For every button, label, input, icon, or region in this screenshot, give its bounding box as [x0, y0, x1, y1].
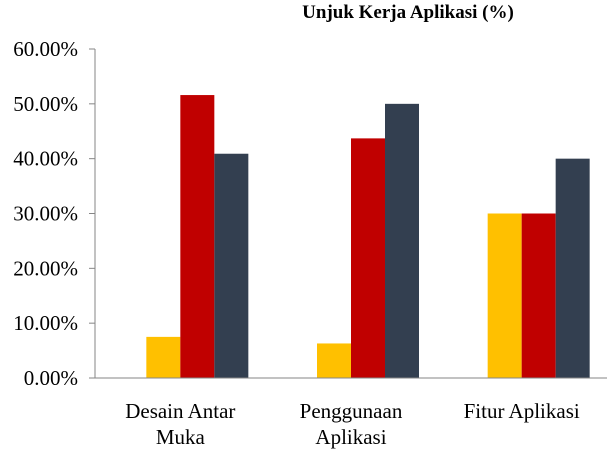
bar-series-2	[146, 336, 181, 378]
chart-title: Unjuk Kerja Aplikasi (%)	[302, 2, 514, 23]
y-tick-label: 50.00%	[13, 92, 78, 116]
bar-series-2	[317, 343, 351, 378]
y-tick-label: 60.00%	[13, 37, 78, 61]
y-tick-label: 20.00%	[13, 256, 78, 280]
bars	[146, 95, 590, 378]
bar-series-3	[180, 95, 215, 378]
x-category-label: Muka	[156, 425, 206, 449]
x-category-label: Aplikasi	[315, 425, 386, 449]
y-tick-label: 0.00%	[24, 366, 78, 390]
bar-series-3	[351, 138, 385, 378]
y-tick-label: 40.00%	[13, 147, 78, 171]
y-tick-label: 30.00%	[13, 202, 78, 226]
bar-series-2	[487, 213, 522, 378]
y-axis: 0.00% 10.00% 20.00% 30.00% 40.00% 50.00% 60.00…	[13, 37, 96, 390]
x-category-label: Desain Antar	[125, 399, 235, 423]
bar-series-4	[385, 103, 419, 378]
bar-series-4	[214, 153, 249, 378]
bar-series-4	[555, 158, 590, 378]
y-tick-label: 10.00%	[13, 311, 78, 335]
x-category-label: Penggunaan	[300, 399, 403, 423]
bar-series-3	[521, 213, 556, 378]
x-category-label: Fitur Aplikasi	[464, 399, 580, 423]
